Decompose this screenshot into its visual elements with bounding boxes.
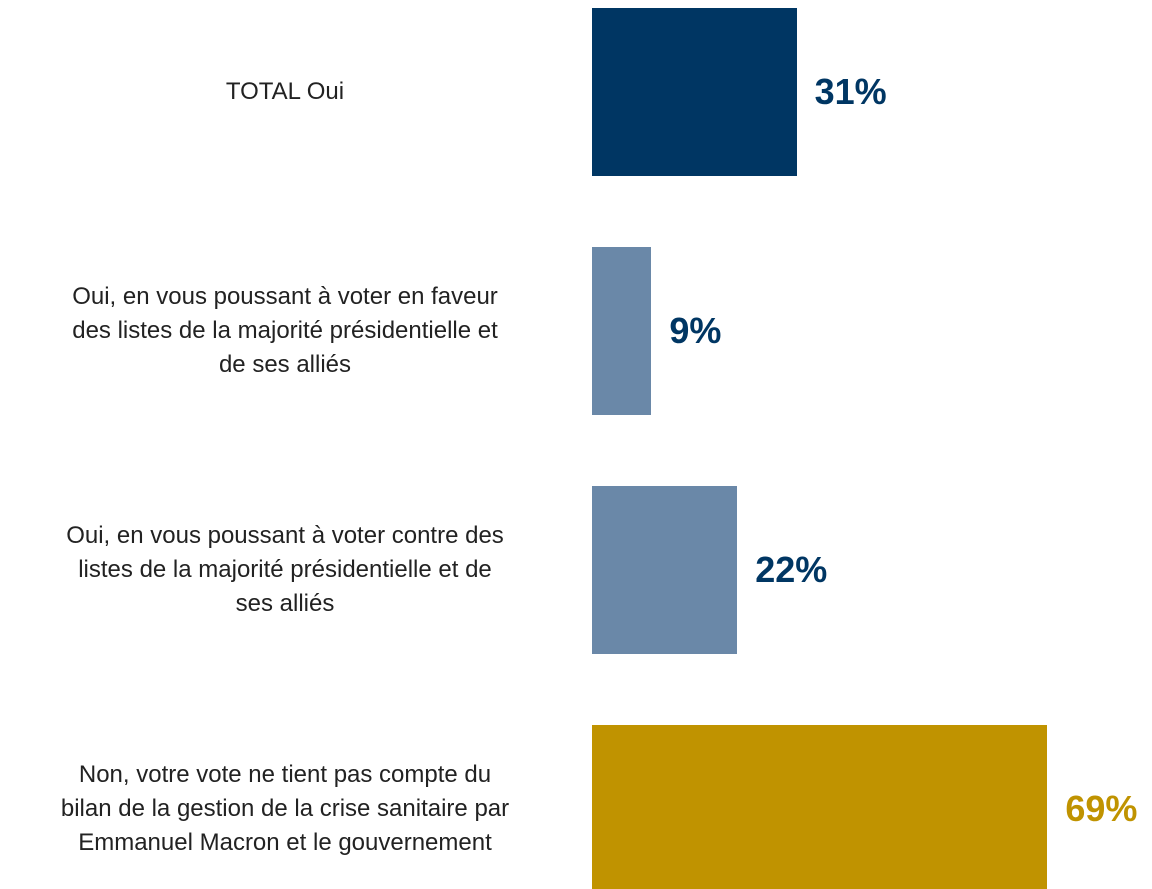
bar <box>592 725 1048 889</box>
value-label: 69% <box>1065 788 1138 829</box>
category-label: TOTAL Oui <box>225 78 345 105</box>
value-label: 31% <box>814 71 887 112</box>
bar <box>592 486 738 654</box>
value-label: 22% <box>755 549 828 590</box>
category-label: Non, votre vote ne tient pas compte du b… <box>60 761 510 856</box>
value-label: 9% <box>669 310 722 351</box>
category-label: Oui, en vous poussant à voter contre des… <box>66 522 504 617</box>
bar <box>592 8 797 176</box>
category-label: Oui, en vous poussant à voter en faveur … <box>72 283 498 378</box>
bar <box>592 247 652 415</box>
